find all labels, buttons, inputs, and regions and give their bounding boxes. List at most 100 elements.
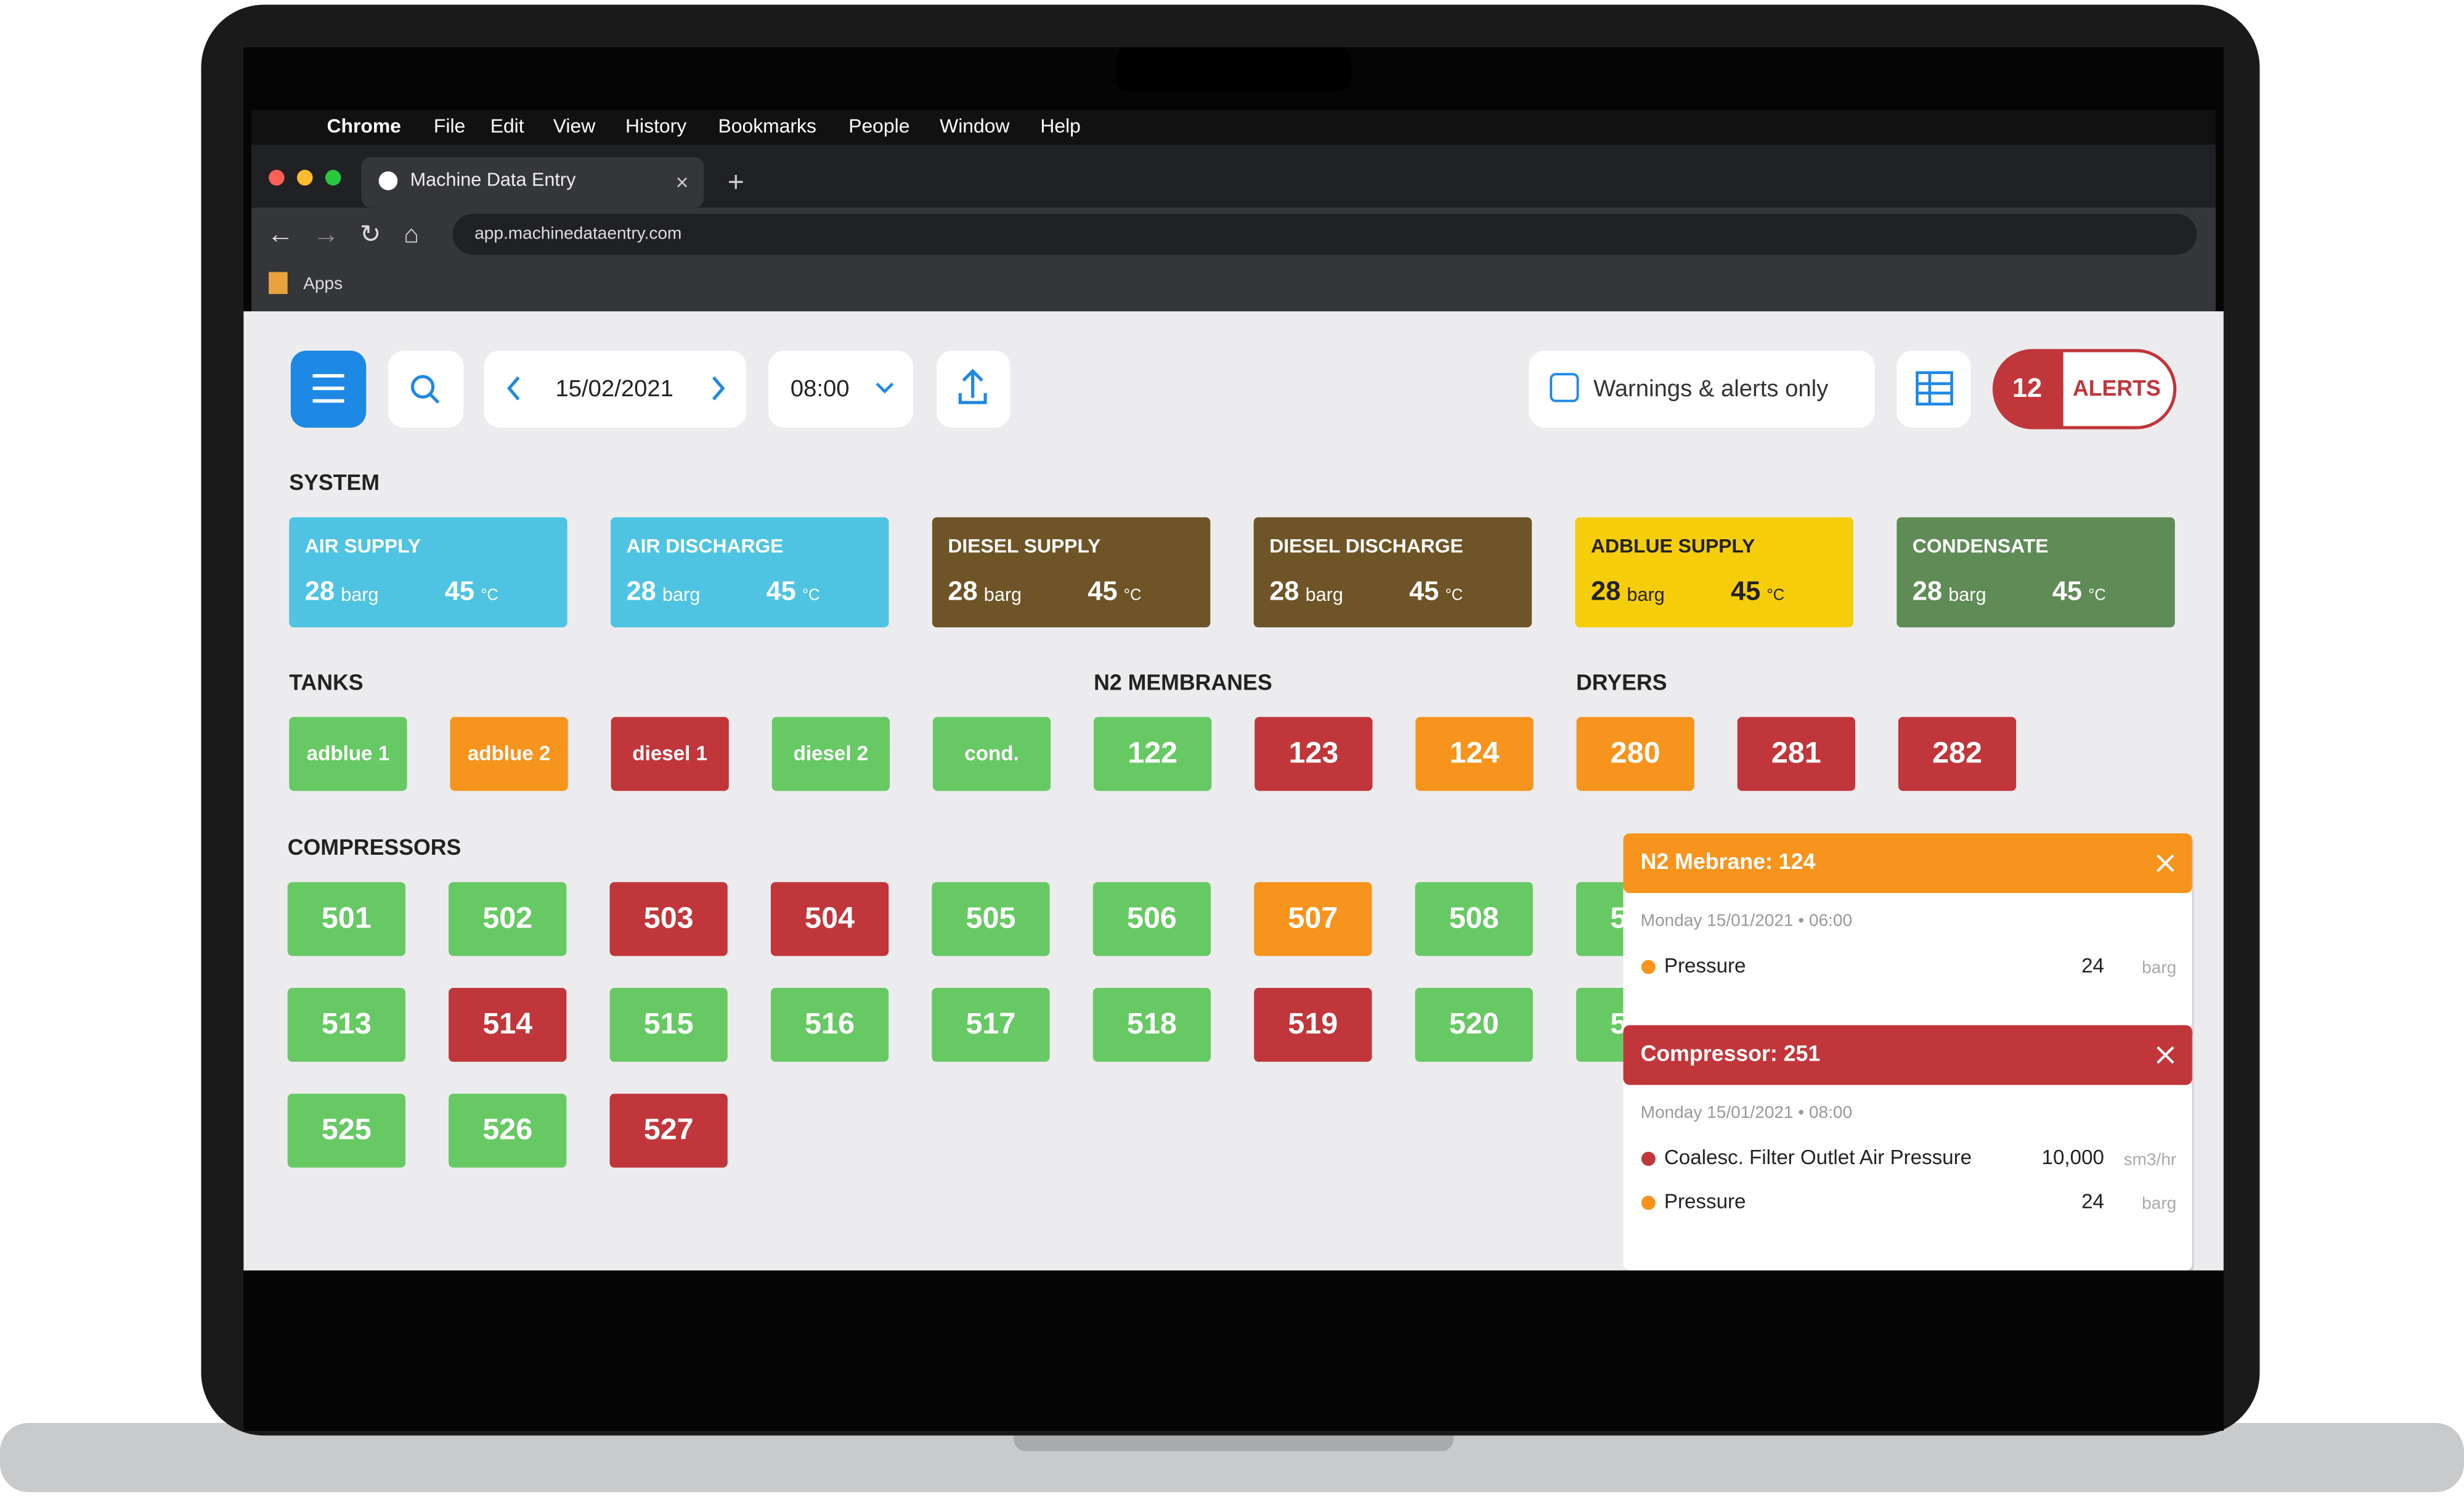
pressure-value: 28 xyxy=(1913,576,1942,606)
menu-item[interactable]: Bookmarks xyxy=(718,115,816,137)
section-title: TANKS xyxy=(289,670,363,695)
status-tile[interactable] xyxy=(932,717,1051,791)
menu-item[interactable]: File xyxy=(434,115,465,137)
system-tile[interactable] xyxy=(932,517,1211,627)
status-tile[interactable] xyxy=(287,1093,405,1168)
prev-date[interactable] xyxy=(506,376,520,401)
address-bar[interactable] xyxy=(452,213,2197,255)
status-tile[interactable] xyxy=(449,882,567,956)
tab[interactable] xyxy=(361,157,704,208)
system-tile[interactable] xyxy=(1253,517,1532,627)
tab-close[interactable]: × xyxy=(676,170,689,195)
popup-title: N2 Mebrane: 124 xyxy=(1641,849,1816,874)
menu-item[interactable]: Window xyxy=(940,115,1010,137)
time-picker[interactable] xyxy=(768,350,913,428)
status-tile[interactable] xyxy=(1254,882,1372,956)
status-tile[interactable] xyxy=(1092,988,1211,1062)
section-title: COMPRESSORS xyxy=(288,835,461,860)
status-tile[interactable] xyxy=(449,988,567,1062)
menu-item[interactable]: Chrome xyxy=(327,115,401,137)
temperature-value: 45 xyxy=(1731,576,1760,606)
menu-item[interactable]: People xyxy=(848,115,909,137)
tile-name: DIESEL SUPPLY xyxy=(948,534,1100,556)
search-icon xyxy=(410,375,435,399)
status-dot xyxy=(1641,960,1656,974)
status-tile[interactable] xyxy=(1415,988,1533,1062)
system-tile[interactable] xyxy=(1575,517,1853,627)
status-tile[interactable] xyxy=(1254,988,1372,1062)
temperature-value: 45 xyxy=(1088,576,1117,606)
status-label: 520 xyxy=(1449,1007,1499,1040)
status-tile[interactable] xyxy=(287,988,405,1062)
table-view-button[interactable] xyxy=(1897,350,1971,428)
status-tile[interactable] xyxy=(1254,717,1373,791)
status-label: adblue 1 xyxy=(307,742,389,765)
status-tile[interactable] xyxy=(289,717,407,791)
tile-name: ADBLUE SUPPLY xyxy=(1591,534,1755,556)
checkbox[interactable] xyxy=(1550,373,1579,402)
min-dot[interactable] xyxy=(297,169,313,186)
status-tile[interactable] xyxy=(1092,882,1211,956)
date: 15/02/2021 xyxy=(555,375,673,402)
status-tile[interactable] xyxy=(609,1093,728,1168)
next-date[interactable] xyxy=(712,376,725,401)
menu-item[interactable]: Help xyxy=(1040,115,1081,137)
home[interactable]: ⌂ xyxy=(404,219,419,248)
pressure-unit: barg xyxy=(1948,584,1986,605)
laptop-base xyxy=(0,1422,2464,1493)
status-tile[interactable] xyxy=(932,882,1050,956)
max-dot[interactable] xyxy=(325,169,341,186)
row-unit: barg xyxy=(2142,1194,2176,1213)
status-tile[interactable] xyxy=(1898,717,2017,791)
menu-item[interactable]: View xyxy=(553,115,596,137)
status-tile[interactable] xyxy=(932,988,1050,1062)
alerts-count: 12 xyxy=(2012,373,2042,403)
temperature-value: 45 xyxy=(1409,576,1439,606)
alerts-label: ALERTS xyxy=(2073,376,2161,401)
status-tile[interactable] xyxy=(770,882,889,956)
status-label: 526 xyxy=(482,1113,532,1146)
status-tile[interactable] xyxy=(1737,717,1855,791)
temperature-unit: °C xyxy=(1445,587,1463,604)
status-tile[interactable] xyxy=(450,717,568,791)
status-label: cond. xyxy=(964,742,1019,765)
system-tile[interactable] xyxy=(1897,517,2175,627)
status-label: 501 xyxy=(322,901,372,934)
status-tile[interactable] xyxy=(1094,717,1212,791)
forward[interactable]: → xyxy=(313,219,340,249)
bookmark[interactable]: Apps xyxy=(303,274,343,293)
popup-close[interactable] xyxy=(2157,854,2174,872)
popup-title: Compressor: 251 xyxy=(1641,1041,1821,1066)
status-tile[interactable] xyxy=(1415,882,1533,956)
popup-close[interactable] xyxy=(2157,1046,2174,1064)
status-tile[interactable] xyxy=(1576,717,1694,791)
pressure-unit: barg xyxy=(341,584,378,605)
status-tile[interactable] xyxy=(449,1093,567,1168)
status-dot xyxy=(1641,1196,1656,1210)
search-button[interactable] xyxy=(388,350,464,428)
popup-timestamp: Monday 15/01/2021 • 08:00 xyxy=(1641,1103,1852,1122)
status-tile[interactable] xyxy=(609,882,728,956)
status-tile[interactable] xyxy=(1415,717,1534,791)
system-tile[interactable] xyxy=(611,517,889,627)
back[interactable]: ← xyxy=(267,219,294,249)
date-picker[interactable] xyxy=(484,350,747,428)
close-dot[interactable] xyxy=(269,169,285,186)
menu-item[interactable]: History xyxy=(625,115,686,137)
status-tile[interactable] xyxy=(287,882,405,956)
filter-box[interactable] xyxy=(1529,350,1875,428)
status-tile[interactable] xyxy=(609,988,728,1062)
popup-header xyxy=(1623,833,2192,894)
new-tab[interactable]: + xyxy=(728,166,744,198)
tile-name: CONDENSATE xyxy=(1913,534,2049,556)
status-tile[interactable] xyxy=(770,988,889,1062)
menu-item[interactable]: Edit xyxy=(490,115,524,137)
status-tile[interactable] xyxy=(771,717,890,791)
temperature-value: 45 xyxy=(766,576,796,606)
pressure-value: 28 xyxy=(1269,576,1299,606)
status-tile[interactable] xyxy=(611,717,729,791)
reload[interactable]: ↻ xyxy=(360,219,381,248)
menu-bar xyxy=(251,110,2216,145)
hamburger xyxy=(312,373,344,403)
system-tile[interactable] xyxy=(289,517,567,627)
